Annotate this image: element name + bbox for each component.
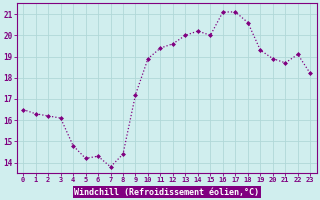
X-axis label: Windchill (Refroidissement éolien,°C): Windchill (Refroidissement éolien,°C) <box>74 188 259 197</box>
